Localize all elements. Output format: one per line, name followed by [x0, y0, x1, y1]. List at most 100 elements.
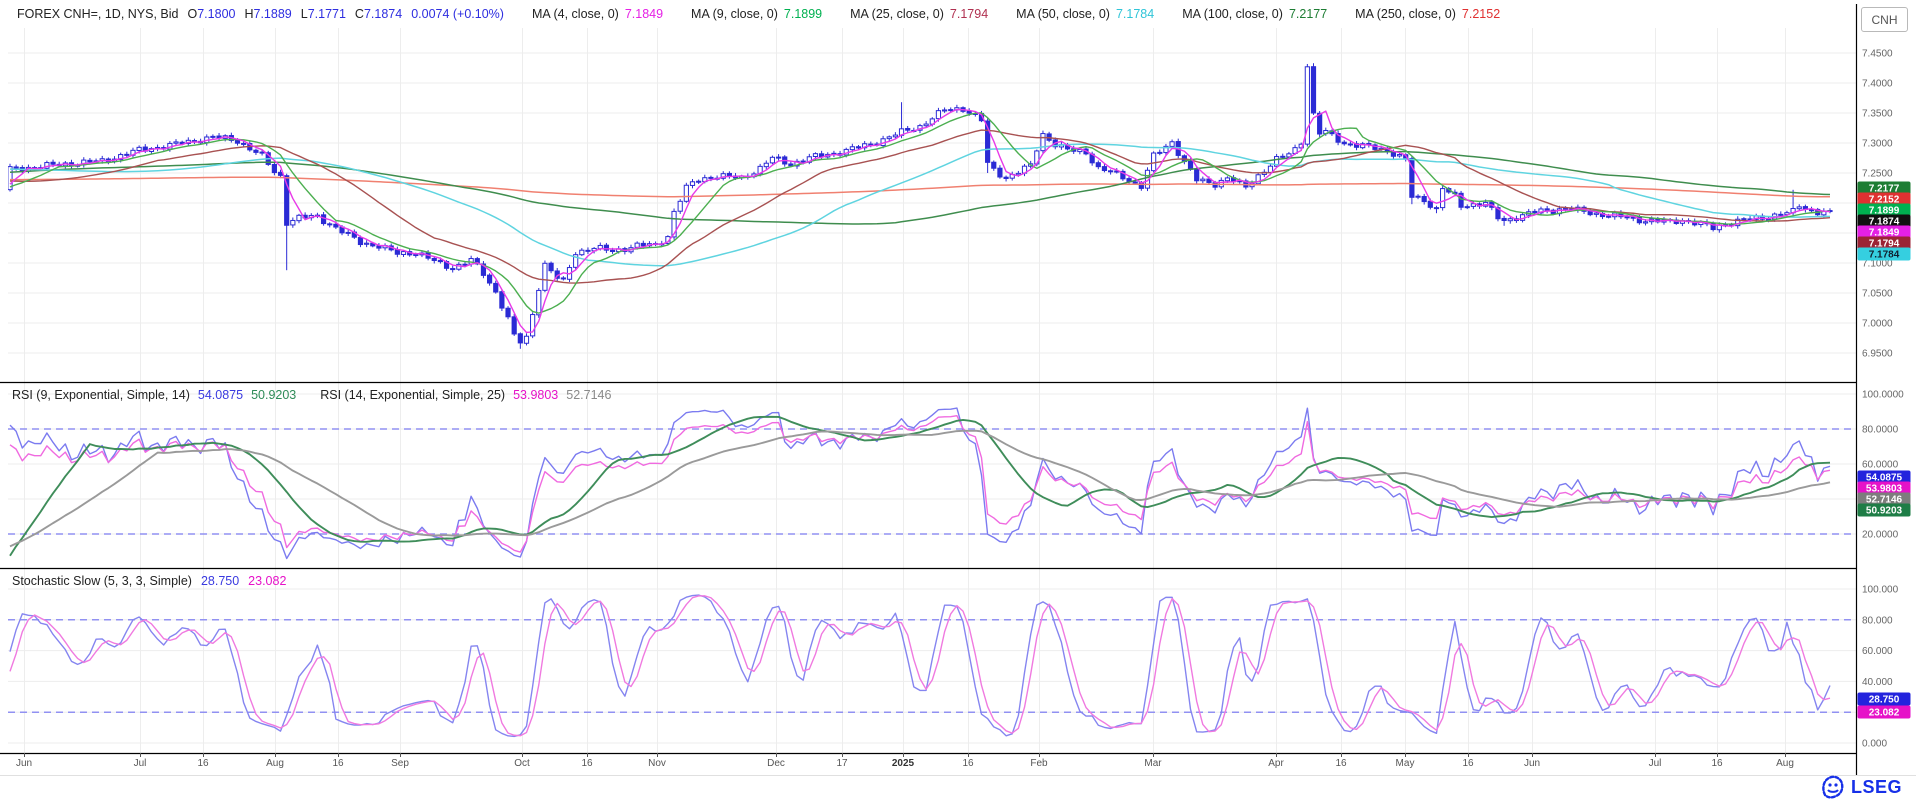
rsi-legend: RSI (9, Exponential, Simple, 14) 54.0875 5… [12, 386, 611, 404]
date-axis-label: Mar [1144, 758, 1162, 769]
rsi-axis-label: 80.0000 [1862, 425, 1899, 436]
date-axis-label: 16 [197, 758, 209, 769]
candlestick-series [8, 63, 1833, 349]
ohlc-item: H 7.1889 [244, 7, 291, 21]
ma250-line [9, 176, 1831, 198]
symbol-tab[interactable]: CNH [1861, 7, 1908, 32]
price-badge-label: 7.1899 [1869, 206, 1900, 217]
date-axis-label: Jul [1649, 758, 1662, 769]
price-axis-label: 7.0500 [1862, 289, 1893, 300]
main-legend: FOREX CNH=, 1D, NYS, Bid O 7.1800 H 7.1889 L 7… [17, 0, 1500, 28]
price-badge [1857, 225, 1911, 239]
ma-legend-item[interactable]: MA (25, close, 0) 7.1794 [850, 7, 988, 21]
rsi14-value: 53.9803 [513, 388, 559, 402]
ma-value: 7.1784 [1115, 7, 1155, 21]
ma50-line [9, 143, 1831, 267]
ma-value: 7.1899 [783, 7, 823, 21]
ma-legend-item[interactable]: MA (250, close, 0) 7.2152 [1355, 7, 1500, 21]
stoch-axis-label: 60.000 [1862, 646, 1893, 657]
rsi-axis-label: 100.0000 [1862, 390, 1904, 401]
ma-legend-item[interactable]: MA (50, close, 0) 7.1784 [1016, 7, 1154, 21]
price-badge [1857, 492, 1911, 506]
price-axis-label: 7.0000 [1862, 319, 1893, 330]
date-axis-label: Jun [16, 758, 32, 769]
price-axis-label: 7.2500 [1862, 169, 1893, 180]
rsi9-title: RSI (9, Exponential, Simple, 14) [12, 388, 190, 402]
ma-legend-item[interactable]: MA (4, close, 0) 7.1849 [532, 7, 663, 21]
rsi9-ma14-line [9, 415, 1831, 557]
stoch-k-line [9, 594, 1831, 738]
ma-legend-item[interactable]: MA (100, close, 0) 7.2177 [1182, 7, 1327, 21]
date-axis-label: Apr [1268, 758, 1284, 769]
price-axis-label: 7.4500 [1862, 49, 1893, 60]
price-badge-label: 7.1784 [1869, 250, 1900, 261]
lseg-crest-icon [1822, 775, 1844, 799]
date-axis-label: Jul [134, 758, 147, 769]
symbol-tab-label: CNH [1871, 12, 1898, 27]
ma-label: MA (100, close, 0) [1182, 7, 1283, 21]
price-badge-label: 52.7146 [1866, 495, 1903, 506]
price-badge [1857, 203, 1911, 217]
date-axis-label: 16 [332, 758, 344, 769]
date-axis-label: 16 [962, 758, 974, 769]
date-axis-label: Nov [648, 758, 666, 769]
stoch-axis-label: 100.000 [1862, 585, 1899, 596]
date-axis-label: May [1396, 758, 1415, 769]
stoch-legend-item[interactable]: Stochastic Slow (5, 3, 3, Simple) 28.750 2… [12, 574, 286, 588]
price-badge-label: 7.1874 [1869, 217, 1900, 228]
lseg-logo: LSEG [1820, 774, 1902, 800]
stoch-value: 28.750 [200, 574, 240, 588]
stoch-legend: Stochastic Slow (5, 3, 3, Simple) 28.750 2… [12, 572, 286, 590]
stoch-d-line [9, 595, 1831, 737]
ma-value: 7.1849 [624, 7, 664, 21]
price-badge [1857, 236, 1911, 250]
ohlc-letter: C [354, 7, 364, 21]
date-axis-label: Oct [514, 758, 530, 769]
ma100-line [9, 150, 1831, 225]
ma-label: MA (250, close, 0) [1355, 7, 1456, 21]
price-badge-label: 28.750 [1869, 695, 1900, 706]
ma-label: MA (50, close, 0) [1016, 7, 1110, 21]
ohlc-letter: H [244, 7, 254, 21]
price-badge-label: 7.2152 [1869, 195, 1900, 206]
rsi9-line [9, 407, 1831, 560]
rsi9-legend-item[interactable]: RSI (9, Exponential, Simple, 14) 54.0875 5… [12, 388, 296, 402]
rsi14-value: 52.7146 [566, 388, 612, 402]
rsi14-legend-item[interactable]: RSI (14, Exponential, Simple, 25) 53.9803… [320, 388, 611, 402]
price-badge-label: 7.1849 [1869, 228, 1900, 239]
price-axis-label: 7.1000 [1862, 259, 1893, 270]
date-axis-label: Aug [266, 758, 284, 769]
ma-label: MA (4, close, 0) [531, 7, 619, 21]
ohlc-item: L 7.1771 [301, 7, 346, 21]
date-axis-label: Feb [1030, 758, 1048, 769]
rsi9-value: 54.0875 [197, 388, 244, 402]
price-badge-label: 53.9803 [1866, 484, 1903, 495]
instrument-label[interactable]: FOREX CNH=, 1D, NYS, Bid [17, 7, 179, 21]
change-value: 0.0074 (+0.10%) [411, 7, 504, 21]
ohlc-item: C 7.1874 [355, 7, 402, 21]
date-axis-label: Jun [1524, 758, 1540, 769]
price-badge-label: 54.0875 [1866, 473, 1903, 484]
date-axis-label: Aug [1776, 758, 1794, 769]
date-axis-label: Sep [391, 758, 409, 769]
ma-legend-item[interactable]: MA (9, close, 0) 7.1899 [691, 7, 822, 21]
price-badge [1857, 214, 1911, 228]
ohlc-value: 7.1800 [197, 7, 236, 21]
ohlc-letter: O [187, 7, 198, 21]
price-badge [1857, 470, 1911, 484]
ohlc-letter: L [300, 7, 308, 21]
rsi14-line [9, 414, 1831, 553]
ma-value: 7.2177 [1288, 7, 1328, 21]
price-axis-label: 7.4000 [1862, 79, 1893, 90]
rsi-axis-label: 60.0000 [1862, 460, 1899, 471]
stoch-title: Stochastic Slow (5, 3, 3, Simple) [12, 574, 192, 588]
stoch-axis-label: 80.000 [1862, 615, 1893, 626]
rsi14-title: RSI (14, Exponential, Simple, 25) [320, 388, 506, 402]
ma25-line [9, 129, 1831, 284]
rsi9-value: 50.9203 [251, 388, 297, 402]
date-axis-label: 17 [836, 758, 848, 769]
price-badge [1857, 481, 1911, 495]
ma-value: 7.2152 [1461, 7, 1501, 21]
stoch-value: 23.082 [248, 574, 287, 588]
